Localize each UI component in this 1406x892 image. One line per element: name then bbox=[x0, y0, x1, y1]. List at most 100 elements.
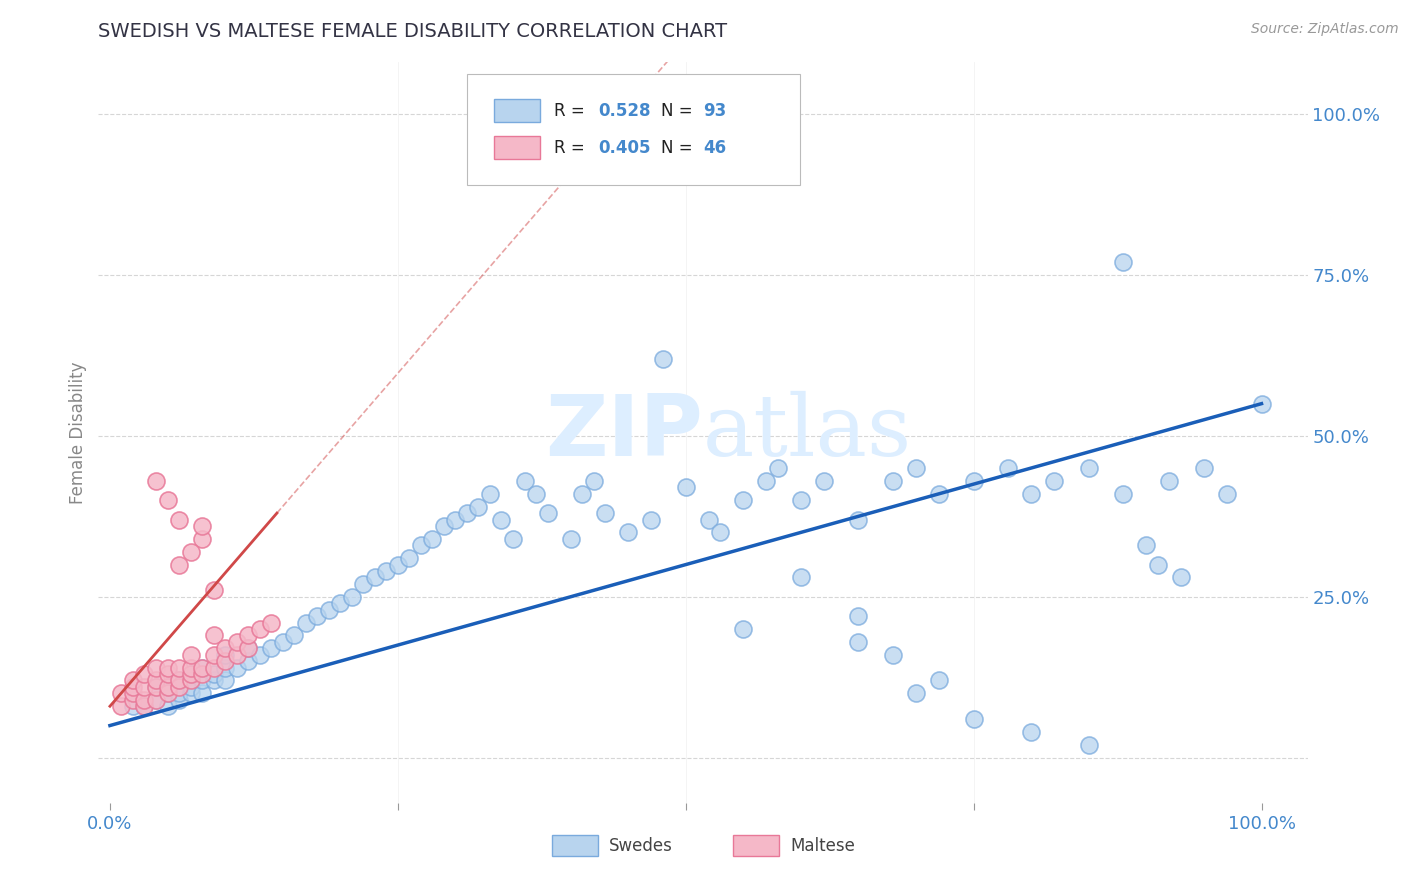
Text: 0.405: 0.405 bbox=[598, 138, 651, 157]
Point bbox=[191, 660, 214, 674]
Point bbox=[513, 474, 536, 488]
Point bbox=[167, 660, 190, 674]
Point bbox=[467, 500, 489, 514]
Point bbox=[962, 474, 984, 488]
Point bbox=[1043, 474, 1066, 488]
Point bbox=[294, 615, 316, 630]
Point bbox=[225, 635, 247, 649]
Point bbox=[260, 615, 283, 630]
Point bbox=[697, 512, 720, 526]
Point bbox=[156, 667, 179, 681]
Point bbox=[156, 680, 179, 694]
Point bbox=[202, 583, 225, 598]
Point bbox=[145, 680, 167, 694]
Point bbox=[491, 512, 513, 526]
Point bbox=[1147, 558, 1170, 572]
Point bbox=[651, 351, 673, 366]
Point bbox=[1112, 487, 1135, 501]
Point bbox=[444, 512, 467, 526]
Text: Swedes: Swedes bbox=[609, 837, 672, 855]
Point bbox=[134, 667, 156, 681]
Point bbox=[225, 648, 247, 662]
Point bbox=[180, 545, 202, 559]
Point bbox=[1077, 738, 1099, 752]
Point bbox=[122, 693, 145, 707]
Point bbox=[1216, 487, 1239, 501]
Text: ZIP: ZIP bbox=[546, 391, 703, 475]
Point bbox=[167, 686, 190, 700]
Point bbox=[202, 667, 225, 681]
Point bbox=[156, 660, 179, 674]
Point bbox=[882, 474, 904, 488]
Point bbox=[755, 474, 778, 488]
Point bbox=[364, 570, 387, 584]
Text: R =: R = bbox=[554, 138, 591, 157]
Point bbox=[191, 660, 214, 674]
FancyBboxPatch shape bbox=[494, 136, 540, 160]
Point bbox=[905, 686, 928, 700]
Point bbox=[214, 641, 236, 656]
Point bbox=[478, 487, 501, 501]
Text: R =: R = bbox=[554, 102, 591, 120]
Point bbox=[214, 660, 236, 674]
Point bbox=[928, 673, 950, 688]
Point bbox=[145, 673, 167, 688]
Point bbox=[249, 622, 271, 636]
Point bbox=[283, 628, 305, 642]
Point bbox=[1170, 570, 1192, 584]
Point bbox=[134, 680, 156, 694]
Point bbox=[202, 673, 225, 688]
Point bbox=[167, 673, 190, 688]
Text: 0.528: 0.528 bbox=[598, 102, 651, 120]
Point bbox=[997, 461, 1019, 475]
Point bbox=[502, 532, 524, 546]
Point bbox=[409, 538, 432, 552]
Point bbox=[236, 654, 259, 668]
Point bbox=[167, 558, 190, 572]
Point bbox=[1112, 255, 1135, 269]
Point bbox=[134, 699, 156, 714]
Point bbox=[307, 609, 329, 624]
Point bbox=[571, 487, 593, 501]
Point bbox=[524, 487, 547, 501]
Point bbox=[110, 686, 132, 700]
Point bbox=[813, 474, 835, 488]
Text: 46: 46 bbox=[703, 138, 725, 157]
Point bbox=[340, 590, 363, 604]
Point bbox=[236, 628, 259, 642]
Point bbox=[1159, 474, 1181, 488]
Point bbox=[134, 693, 156, 707]
Point bbox=[582, 474, 605, 488]
Point bbox=[191, 667, 214, 681]
Point bbox=[122, 686, 145, 700]
Y-axis label: Female Disability: Female Disability bbox=[69, 361, 87, 504]
Point bbox=[905, 461, 928, 475]
Point bbox=[202, 660, 225, 674]
Point bbox=[167, 673, 190, 688]
Text: N =: N = bbox=[661, 138, 697, 157]
Point bbox=[236, 641, 259, 656]
Point bbox=[1019, 725, 1042, 739]
Point bbox=[709, 525, 731, 540]
Point bbox=[191, 673, 214, 688]
Point bbox=[145, 693, 167, 707]
Point bbox=[145, 693, 167, 707]
Point bbox=[848, 512, 870, 526]
Point bbox=[191, 686, 214, 700]
Point bbox=[145, 680, 167, 694]
Point bbox=[733, 622, 755, 636]
Point bbox=[398, 551, 420, 566]
Point bbox=[156, 493, 179, 508]
Point bbox=[766, 461, 789, 475]
Point bbox=[180, 660, 202, 674]
Point bbox=[318, 602, 340, 616]
Point bbox=[848, 609, 870, 624]
Point bbox=[156, 699, 179, 714]
Point bbox=[375, 564, 398, 578]
Point bbox=[433, 519, 456, 533]
Point bbox=[122, 699, 145, 714]
Point bbox=[536, 506, 558, 520]
Point bbox=[180, 680, 202, 694]
Point bbox=[640, 512, 662, 526]
Point bbox=[733, 493, 755, 508]
